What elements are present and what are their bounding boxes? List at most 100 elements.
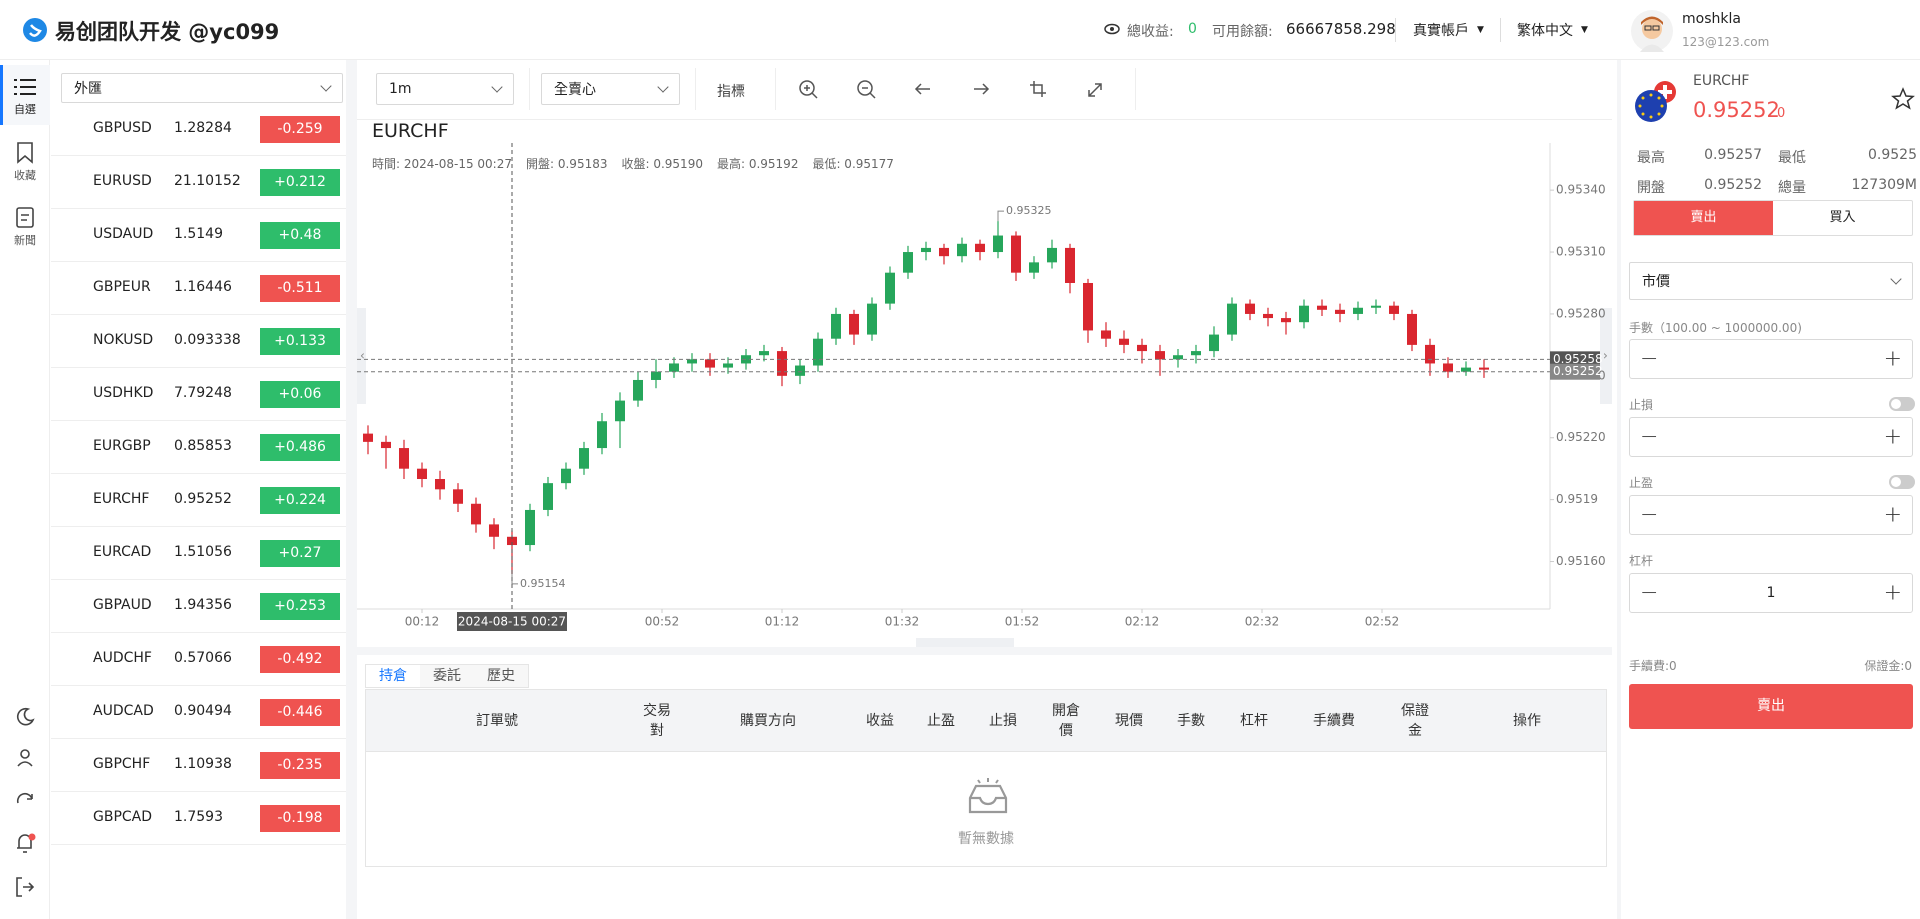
sell-tab[interactable]: 賣出 bbox=[1634, 201, 1773, 235]
candlestick-chart: ‹ › 0.951600.95190.952200.952500.952800.… bbox=[357, 143, 1612, 647]
watch-row[interactable]: AUDCAD 0.90494 -0.446 bbox=[51, 686, 346, 739]
extreme-pointer bbox=[997, 210, 1004, 222]
eye-icon[interactable] bbox=[1104, 23, 1120, 35]
watch-row[interactable]: EURUSD 21.10152 +0.212 bbox=[51, 156, 346, 209]
leverage-input[interactable]: − 1 + bbox=[1629, 573, 1913, 613]
scroll-right[interactable] bbox=[1600, 308, 1612, 404]
stop-loss-input[interactable]: − + bbox=[1629, 417, 1913, 457]
nav-label[interactable]: 新聞 bbox=[14, 234, 36, 247]
candle-body bbox=[867, 303, 877, 335]
news-icon[interactable] bbox=[16, 207, 34, 229]
stat-value: 127309M bbox=[1851, 177, 1917, 193]
buy-tab[interactable]: 買入 bbox=[1829, 210, 1856, 225]
nav-label[interactable]: 自選 bbox=[14, 103, 36, 116]
y-tick-label: 0.95220 bbox=[1556, 430, 1606, 444]
minus[interactable]: − bbox=[1640, 580, 1659, 606]
watch-row[interactable]: USDAUD 1.5149 +0.48 bbox=[51, 209, 346, 262]
watch-row[interactable]: GBPAUD 1.94356 +0.253 bbox=[51, 580, 346, 633]
candle-body bbox=[777, 351, 787, 376]
pair-change: 0 bbox=[1777, 106, 1786, 121]
watch-row[interactable]: GBPCAD 1.7593 -0.198 bbox=[51, 792, 346, 845]
candle-body bbox=[381, 441, 391, 449]
take-profit-label: 止盈 bbox=[1629, 476, 1654, 490]
balance-value: 66667858.298 bbox=[1286, 20, 1396, 38]
divider bbox=[1395, 18, 1396, 42]
scroll-left[interactable] bbox=[357, 308, 366, 404]
mode-select[interactable]: 全賣心 bbox=[541, 73, 680, 105]
pair-flag bbox=[1635, 81, 1676, 122]
positions-panel: 持倉 委託 歷史 暫無數據 訂單號 交易對 購買方向 收益 止盈 止損 開倉價 現價 手數 杠杆 手續費… bbox=[357, 655, 1612, 919]
column-header: 杠杆 bbox=[1240, 713, 1268, 729]
take-profit-switch[interactable] bbox=[1889, 475, 1915, 489]
watch-row[interactable]: EURCAD 1.51056 +0.27 bbox=[51, 527, 346, 580]
table-header bbox=[366, 690, 1606, 752]
watch-row[interactable]: AUDCHF 0.57066 -0.492 bbox=[51, 633, 346, 686]
tab[interactable]: 持倉 bbox=[366, 665, 420, 687]
account-menu[interactable]: 真實帳戶 ▼ bbox=[1413, 20, 1484, 40]
resize-handle[interactable] bbox=[916, 638, 1014, 647]
take-profit-input[interactable]: − + bbox=[1629, 495, 1913, 535]
watch-row[interactable]: EURCHF 0.95252 +0.224 bbox=[51, 474, 346, 527]
price-tag-label: 0.95252 bbox=[1553, 364, 1603, 378]
watch-row[interactable]: GBPEUR 1.16446 -0.511 bbox=[51, 262, 346, 315]
favorite-star[interactable] bbox=[1891, 87, 1915, 111]
candle-body bbox=[1335, 309, 1345, 314]
change-badge: -0.492 bbox=[260, 646, 340, 673]
price: 1.7593 bbox=[174, 809, 223, 825]
candle-body bbox=[489, 524, 499, 537]
list-icon[interactable] bbox=[14, 78, 36, 96]
gutter bbox=[346, 60, 357, 919]
minus[interactable]: − bbox=[1640, 346, 1659, 372]
change-badge: +0.48 bbox=[260, 222, 340, 249]
order-type-label: 市價 bbox=[1642, 274, 1670, 290]
candle-body bbox=[1011, 235, 1021, 273]
candle-body bbox=[1029, 262, 1039, 273]
watch-row[interactable]: EURGBP 0.85853 +0.486 bbox=[51, 421, 346, 474]
watch-row[interactable]: USDHKD 7.79248 +0.06 bbox=[51, 368, 346, 421]
lots-input[interactable]: − + bbox=[1629, 339, 1913, 379]
account-label: 真實帳戶 bbox=[1413, 23, 1469, 39]
indicator-button[interactable]: 指標 bbox=[717, 84, 745, 100]
tab[interactable]: 歷史 bbox=[487, 668, 515, 684]
tool-icons[interactable] bbox=[797, 78, 1137, 100]
interval-select[interactable]: 1m bbox=[376, 73, 514, 105]
tab[interactable]: 委託 bbox=[433, 668, 461, 684]
plus[interactable]: + bbox=[1883, 502, 1902, 528]
avatar[interactable] bbox=[1630, 9, 1674, 53]
plus[interactable]: + bbox=[1883, 346, 1902, 372]
symbol: GBPAUD bbox=[93, 597, 152, 613]
stop-loss-switch[interactable] bbox=[1889, 397, 1915, 411]
minus[interactable]: − bbox=[1640, 424, 1659, 450]
candle-body bbox=[615, 400, 625, 422]
minus[interactable]: − bbox=[1640, 502, 1659, 528]
price-tag bbox=[1550, 351, 1600, 368]
submit-button[interactable]: 賣出 bbox=[1629, 684, 1913, 729]
column-header: 收益 bbox=[866, 713, 894, 729]
price: 1.28284 bbox=[174, 120, 232, 136]
watch-row[interactable]: NOKUSD 0.093338 +0.133 bbox=[51, 315, 346, 368]
symbol: USDHKD bbox=[93, 385, 154, 401]
plus[interactable]: + bbox=[1883, 580, 1902, 606]
category-select[interactable]: 外匯 bbox=[61, 73, 343, 103]
watch-row[interactable]: GBPUSD 1.28284 -0.259 bbox=[51, 103, 346, 156]
caret: ▼ bbox=[1477, 25, 1484, 35]
symbol: AUDCHF bbox=[93, 650, 152, 666]
empty-icon bbox=[968, 778, 1008, 814]
balance-label: 可用餘額: bbox=[1212, 24, 1273, 40]
candle-body bbox=[1137, 344, 1147, 352]
column-header: 手數 bbox=[1177, 713, 1205, 729]
y-tick-label: 0.95340 bbox=[1556, 183, 1606, 197]
nav-active bbox=[0, 65, 50, 125]
column-header: 訂單號 bbox=[476, 713, 518, 729]
language-menu[interactable]: 繁体中文 ▼ bbox=[1517, 20, 1588, 40]
crosshair-tag bbox=[457, 612, 567, 631]
bookmark-icon[interactable] bbox=[16, 142, 34, 164]
candle-body bbox=[687, 359, 697, 364]
nav-label[interactable]: 收藏 bbox=[14, 169, 36, 182]
symbol: EURCAD bbox=[93, 544, 152, 560]
bottom-icons[interactable] bbox=[13, 706, 37, 906]
watch-row[interactable]: GBPCHF 1.10938 -0.235 bbox=[51, 739, 346, 792]
icon-sidebar: 自選 收藏 新聞 bbox=[0, 60, 50, 919]
plus[interactable]: + bbox=[1883, 424, 1902, 450]
order-type-select[interactable]: 市價 bbox=[1629, 262, 1913, 300]
